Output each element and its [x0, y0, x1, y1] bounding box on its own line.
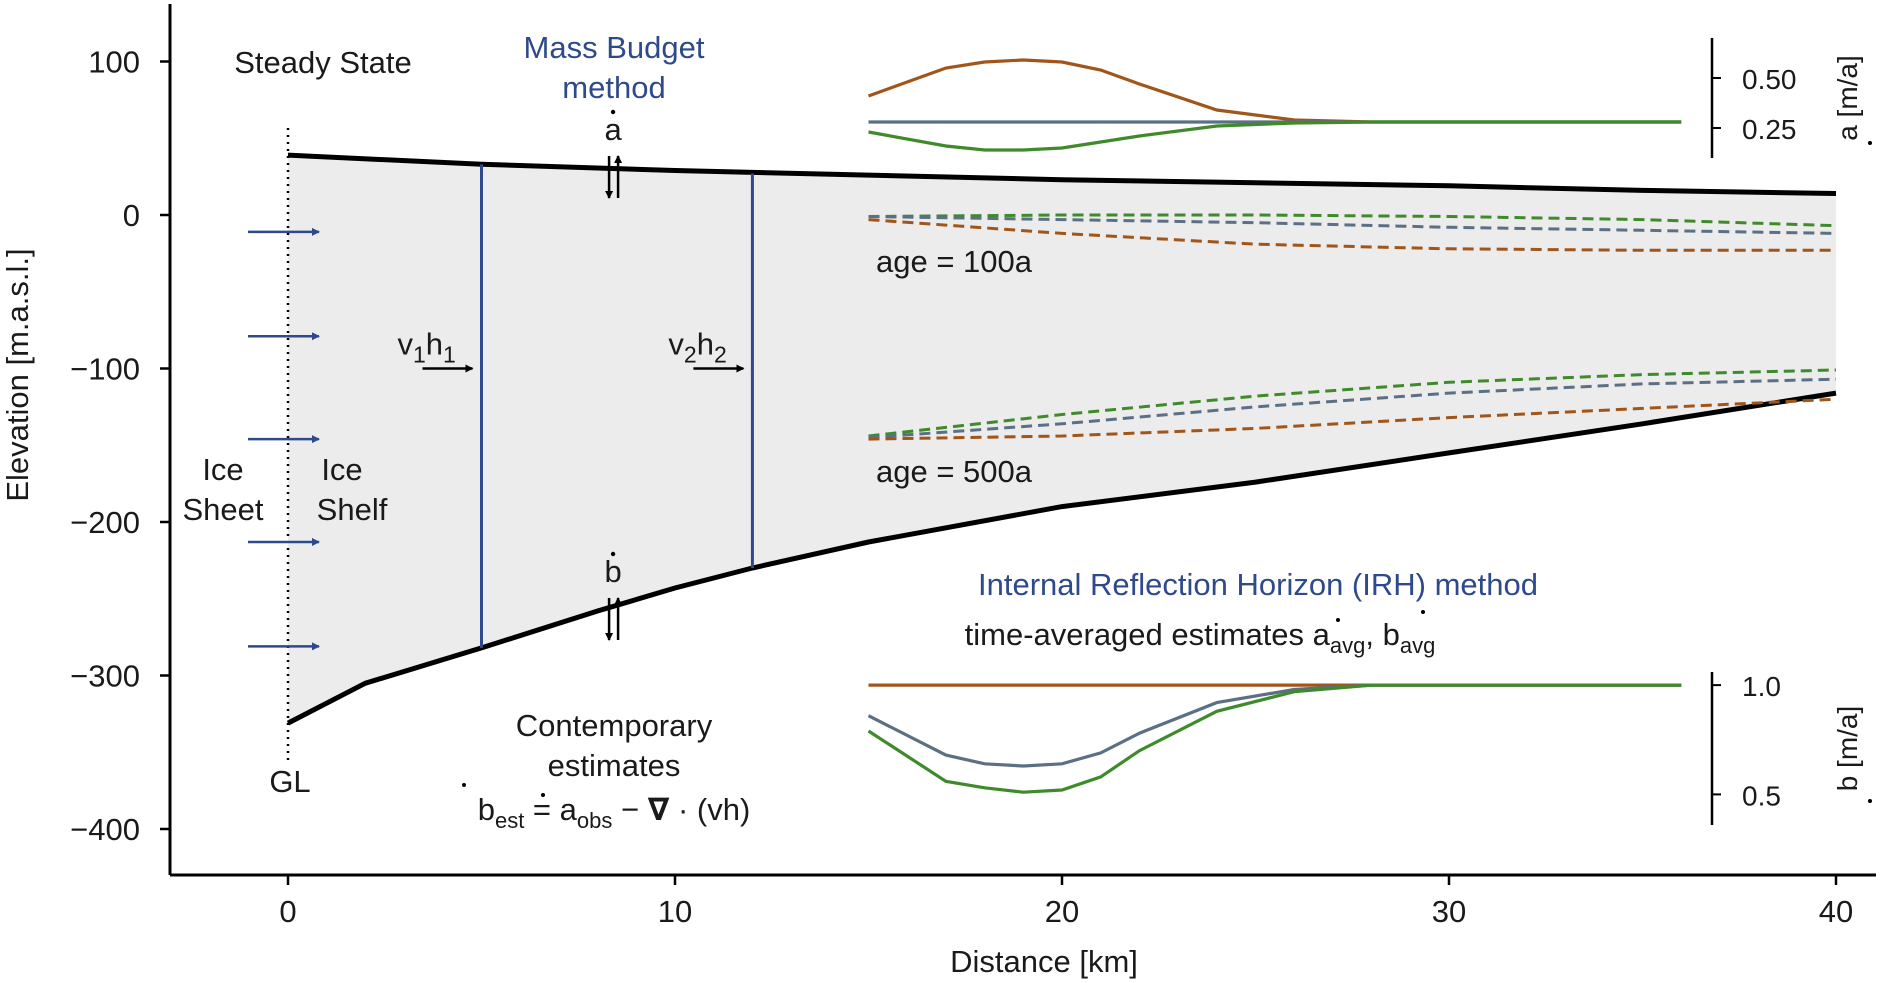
melt-panel-green-line [867, 683, 1682, 794]
equation-part-2: est [495, 808, 524, 833]
flux-label-2-part-2: 2 [684, 342, 697, 368]
irh-age-500-label: age = 500a [876, 454, 1033, 489]
irh-method-title: Internal Reflection Horizon (IRH) method [978, 567, 1538, 602]
irh-age-100-label: age = 100a [876, 244, 1033, 279]
irh-2-green-line [868, 368, 1837, 438]
equation-part-1: b [478, 792, 495, 827]
ice-sheet-label-2: Sheet [182, 492, 263, 527]
equation-part-6: − [612, 792, 647, 827]
irh-1-green-line [868, 213, 1837, 228]
ice-base-line [286, 390, 1837, 726]
melt-panel-tick-label-1: 0.5 [1742, 780, 1781, 811]
ice-surface-line [287, 152, 1837, 196]
time-averaged-part-1: time-averaged estimates [965, 617, 1313, 652]
equation-part-4: a [560, 792, 578, 827]
ice-shelf-label-2: Shelf [317, 492, 388, 527]
ice-sheet-label-1: Ice [202, 452, 243, 487]
y-axis-label: Elevation [m.a.s.l.] [0, 248, 35, 501]
flux-label-2: v2h2 [668, 327, 726, 368]
ice-shelf-body [288, 155, 1836, 724]
melt-ylabel-dot [1868, 799, 1872, 803]
x-tick-label-1: 0 [279, 894, 296, 929]
accumulation-panel-tick-label-1: 0.25 [1742, 114, 1797, 145]
flux-label-1: v1h1 [398, 327, 456, 368]
melt-symbol-dot [610, 551, 616, 557]
time-averaged-label: time-averaged estimates aavg, bavg [965, 617, 1436, 658]
irh-2-brown-line [868, 397, 1837, 441]
equation-part-3: = [524, 792, 559, 827]
y-tick-label-6: −400 [70, 812, 140, 847]
time-averaged-part-6: avg [1400, 633, 1435, 658]
contemporary-label-2: estimates [548, 748, 681, 783]
accumulation-panel-green-line [868, 120, 1682, 152]
flux-label-1-part-3: h [426, 327, 443, 362]
equation-part-5: obs [577, 808, 612, 833]
equation-part-8: · (vh) [669, 792, 750, 827]
time-avg-b-dot [1421, 610, 1425, 614]
irh-1-brown-line [868, 218, 1836, 252]
accumulation-ylabel-dot [1868, 141, 1872, 145]
main-plot-layer [248, 58, 1837, 794]
flux-label-2-part-3: h [697, 327, 714, 362]
time-averaged-part-2: a [1313, 617, 1331, 652]
equation-b-dot [462, 783, 466, 787]
equation-a-dot [541, 793, 545, 797]
accumulation-symbol-dot [610, 109, 616, 115]
accumulation-panel-tick-label-2: 0.50 [1742, 64, 1797, 95]
ice-shelf-label-1: Ice [321, 452, 362, 487]
x-tick-label-4: 30 [1432, 894, 1466, 929]
axes-layer [160, 4, 1876, 885]
contemporary-label-1: Contemporary [516, 708, 713, 743]
time-averaged-part-4: , [1365, 617, 1382, 652]
time-averaged-part-5: b [1383, 617, 1400, 652]
x-tick-label-2: 10 [658, 894, 692, 929]
flux-label-2-part-1: v [668, 327, 684, 362]
flux-label-1-part-2: 1 [413, 342, 426, 368]
contemporary-equation: best = aobs − ∇ · (vh) [478, 792, 751, 833]
x-axis-label: Distance [km] [950, 944, 1138, 979]
irh-2-grey-line [868, 377, 1837, 440]
accumulation-panel-ylabel: a [m/a] [1832, 55, 1863, 141]
melt-panel-ylabel: b [m/a] [1832, 706, 1863, 792]
x-tick-label-5: 40 [1819, 894, 1853, 929]
ice-shelf-fill-layer [288, 155, 1836, 724]
melt-symbol-letter: b [604, 554, 621, 589]
irh-1-grey-line [868, 215, 1837, 235]
x-tick-label-3: 20 [1045, 894, 1079, 929]
y-tick-label-5: −300 [70, 659, 140, 694]
y-tick-label-4: −200 [70, 505, 140, 540]
flux-label-1-part-4: 1 [443, 342, 456, 368]
mass-budget-title-1: Mass Budget [524, 30, 705, 65]
y-tick-label-2: 0 [123, 198, 140, 233]
y-tick-label-1: 100 [88, 45, 140, 80]
y-tick-label-3: −100 [70, 352, 140, 387]
melt-panel-tick-label-2: 1.0 [1742, 671, 1781, 702]
chart-title: Steady State [234, 45, 412, 80]
time-averaged-part-3: avg [1330, 633, 1365, 658]
grounding-line-label: GL [269, 764, 310, 799]
time-avg-a-dot [1336, 618, 1340, 622]
accumulation-symbol-letter: a [604, 112, 622, 147]
equation-part-7: ∇ [648, 792, 670, 827]
accumulation-panel-brown-line [867, 58, 1682, 124]
flux-label-1-part-1: v [398, 327, 414, 362]
mass-budget-title-2: method [562, 70, 665, 105]
flux-label-2-part-4: 2 [714, 342, 727, 368]
